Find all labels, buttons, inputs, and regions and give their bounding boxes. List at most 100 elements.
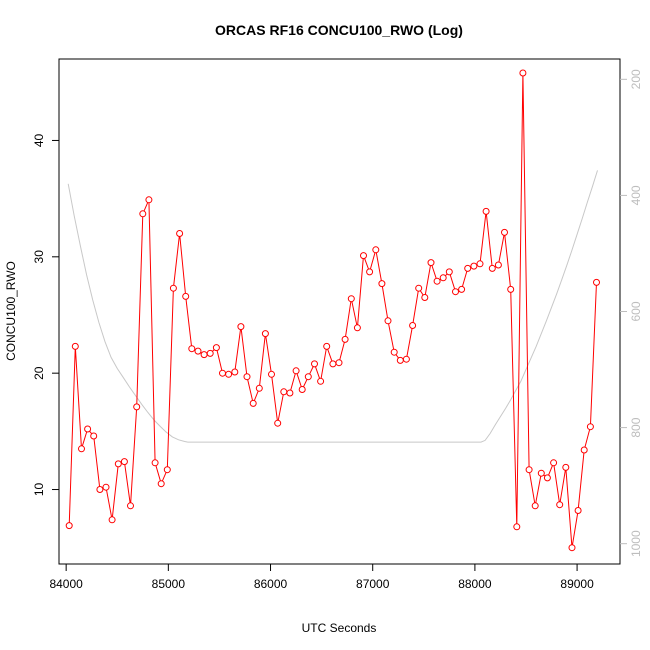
data-point [298,386,306,393]
data-point [427,259,435,267]
data-point [402,355,410,363]
data-point [519,69,527,77]
data-point [580,446,588,454]
y-tick-label: 10 [32,483,46,497]
y-tick-label: 20 [32,366,46,380]
data-point [439,274,447,282]
data-point [127,502,134,510]
data-point [163,466,171,474]
x-tick-label: 85000 [152,577,186,591]
data-point [378,280,386,288]
data-point [433,277,441,285]
data-point [231,368,239,376]
data-point [384,317,392,325]
data-point [586,423,594,431]
x-tick-label: 89000 [560,577,594,591]
data-point [550,459,558,467]
data-point [243,373,251,381]
y2-tick-label: 400 [629,185,643,205]
data-point [464,264,472,272]
data-point [188,345,196,353]
data-point [366,268,374,276]
data-point [225,370,233,378]
data-point [390,348,398,356]
y2-tick-label: 1000 [629,530,643,557]
data-point [219,369,226,377]
x-axis-label: UTC Seconds [302,621,377,635]
data-point [90,432,98,440]
data-point [501,228,508,236]
data-point [470,262,478,270]
data-point [445,268,453,276]
data-point [268,370,275,378]
data-point [396,356,404,364]
data-point [261,330,269,338]
data-point [537,469,545,477]
data-point [372,246,380,254]
data-point [157,480,165,488]
data-point [543,474,551,482]
y-tick-label: 30 [32,250,46,264]
data-point [274,419,282,427]
data-point [139,210,147,218]
data-point [593,278,600,286]
data-point [488,264,496,272]
data-point [108,516,116,524]
data-point [169,284,177,292]
data-point [341,335,349,343]
data-point [182,292,190,300]
data-point [65,522,73,530]
data-point [194,347,202,355]
data-point [323,342,331,350]
y2-tick-label: 200 [629,69,643,89]
y2-axis: 200 400 600 800 1000 [620,69,643,557]
data-point [347,295,355,303]
data-point [304,373,312,381]
data-point [176,230,184,237]
data-point [84,425,92,433]
data-point [574,507,582,514]
data-point [145,196,153,204]
data-point [525,466,533,474]
series-line-right [67,170,598,443]
y-tick-label: 40 [32,134,46,148]
data-point [71,342,79,350]
data-point [494,261,502,269]
data-point [458,285,466,293]
data-point [96,486,104,493]
x-tick-label: 84000 [49,577,83,591]
y-axis: 10 20 30 40 [32,134,59,497]
data-point [482,207,490,215]
data-point [151,459,159,467]
data-point [562,463,570,471]
data-point [206,349,214,357]
data-point [292,367,300,375]
data-point [556,501,564,509]
x-tick-label: 87000 [356,577,390,591]
main-series-layer [65,69,600,552]
data-point [409,322,417,329]
data-point [421,294,429,301]
x-tick-label: 86000 [254,577,288,591]
data-point [507,285,515,293]
data-point [200,351,208,359]
x-tick-label: 88000 [458,577,492,591]
y2-tick-label: 600 [629,301,643,321]
data-point [452,288,459,296]
data-point [78,445,85,453]
chart-title: ORCAS RF16 CONCU100_RWO (Log) [215,22,463,38]
data-point [120,458,128,466]
data-point [311,360,318,368]
data-point [513,523,521,531]
plot-frame [58,58,621,565]
data-point [568,544,576,552]
data-point [280,388,288,396]
right-axis-series-layer [67,170,598,443]
data-point [255,384,263,392]
data-point [102,483,110,491]
data-point [114,460,122,468]
data-point [335,359,343,367]
data-point [360,252,367,260]
data-point [353,324,361,332]
